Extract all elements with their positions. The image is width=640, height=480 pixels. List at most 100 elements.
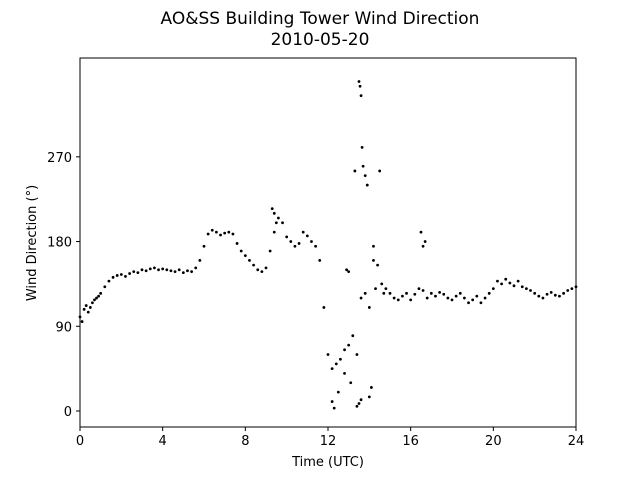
y-axis-label: Wind Direction (°) (25, 185, 40, 301)
data-point (450, 298, 454, 302)
data-point (475, 294, 479, 298)
data-point (421, 244, 425, 248)
data-point (264, 266, 268, 270)
y-tick-label: 270 (47, 151, 72, 166)
data-point (173, 270, 177, 274)
data-point (198, 258, 202, 262)
data-point (508, 281, 512, 285)
data-point (239, 249, 243, 253)
data-point (347, 343, 351, 347)
data-point (446, 296, 450, 300)
data-point (248, 258, 251, 262)
plot-area-frame (79, 57, 577, 428)
data-point (355, 404, 359, 408)
data-point (537, 294, 541, 298)
data-point (268, 249, 272, 253)
x-tick-label: 20 (485, 434, 502, 449)
data-point (277, 216, 280, 220)
data-point (169, 269, 173, 273)
data-point (533, 291, 537, 295)
data-point (359, 94, 363, 98)
data-point (97, 294, 100, 298)
data-point (434, 294, 437, 298)
data-point (355, 353, 359, 356)
data-point (570, 287, 574, 291)
data-point (392, 296, 396, 300)
data-point (243, 254, 247, 258)
data-point (562, 291, 565, 295)
data-point (252, 263, 256, 267)
data-point (202, 244, 206, 248)
data-point (487, 291, 491, 295)
data-point (305, 234, 309, 238)
data-point (401, 294, 404, 298)
data-point (361, 164, 365, 168)
data-point (405, 291, 408, 295)
data-point (483, 296, 487, 300)
y-tick-label: 90 (55, 320, 72, 335)
data-point (157, 268, 160, 272)
data-point (144, 269, 148, 273)
data-point (190, 270, 194, 274)
data-point (479, 301, 483, 305)
data-point (322, 306, 326, 309)
data-point (363, 291, 367, 295)
data-point (343, 348, 346, 352)
data-point (301, 230, 305, 234)
data-point (227, 230, 231, 234)
data-point (181, 271, 185, 275)
data-point (388, 291, 392, 295)
data-point (419, 230, 423, 234)
data-point (314, 244, 317, 248)
data-point (367, 395, 371, 399)
data-point (358, 84, 362, 88)
x-tick-label: 24 (568, 434, 585, 449)
data-point (115, 274, 119, 277)
data-point (417, 287, 421, 291)
x-tick-label: 0 (76, 434, 84, 449)
data-point (186, 269, 189, 273)
y-tick-label: 180 (47, 236, 72, 251)
data-point (541, 296, 545, 300)
data-point (343, 371, 346, 375)
data-point (382, 291, 386, 295)
data-point (553, 293, 557, 297)
data-point (84, 304, 88, 307)
data-point (463, 296, 466, 300)
data-point (103, 285, 107, 289)
data-point (529, 289, 532, 292)
data-point (471, 298, 475, 302)
data-point (136, 271, 140, 275)
x-tick-label: 12 (320, 434, 337, 449)
data-point (374, 287, 377, 291)
data-point (359, 296, 363, 300)
data-point (270, 207, 274, 211)
data-point (293, 244, 297, 248)
data-point (423, 240, 427, 243)
data-points (78, 80, 578, 410)
chart-subtitle: 2010-05-20 (271, 30, 370, 50)
data-point (378, 169, 382, 173)
data-point (491, 287, 495, 291)
data-point (206, 232, 210, 236)
data-point (512, 284, 516, 288)
data-point (91, 301, 94, 305)
data-point (124, 274, 127, 278)
data-point (219, 233, 222, 237)
data-point (353, 169, 357, 173)
x-axis: 0 4 8 12 16 20 24 (76, 427, 584, 449)
data-point (231, 232, 235, 236)
data-point (260, 270, 264, 274)
data-point (272, 211, 276, 215)
data-point (289, 240, 293, 243)
data-point (140, 268, 144, 272)
data-point (384, 287, 388, 291)
data-point (161, 267, 165, 271)
data-point (409, 298, 413, 302)
data-point (467, 301, 470, 305)
data-point (80, 320, 84, 323)
data-point (332, 406, 336, 410)
data-point (442, 292, 446, 296)
data-point (336, 390, 340, 394)
